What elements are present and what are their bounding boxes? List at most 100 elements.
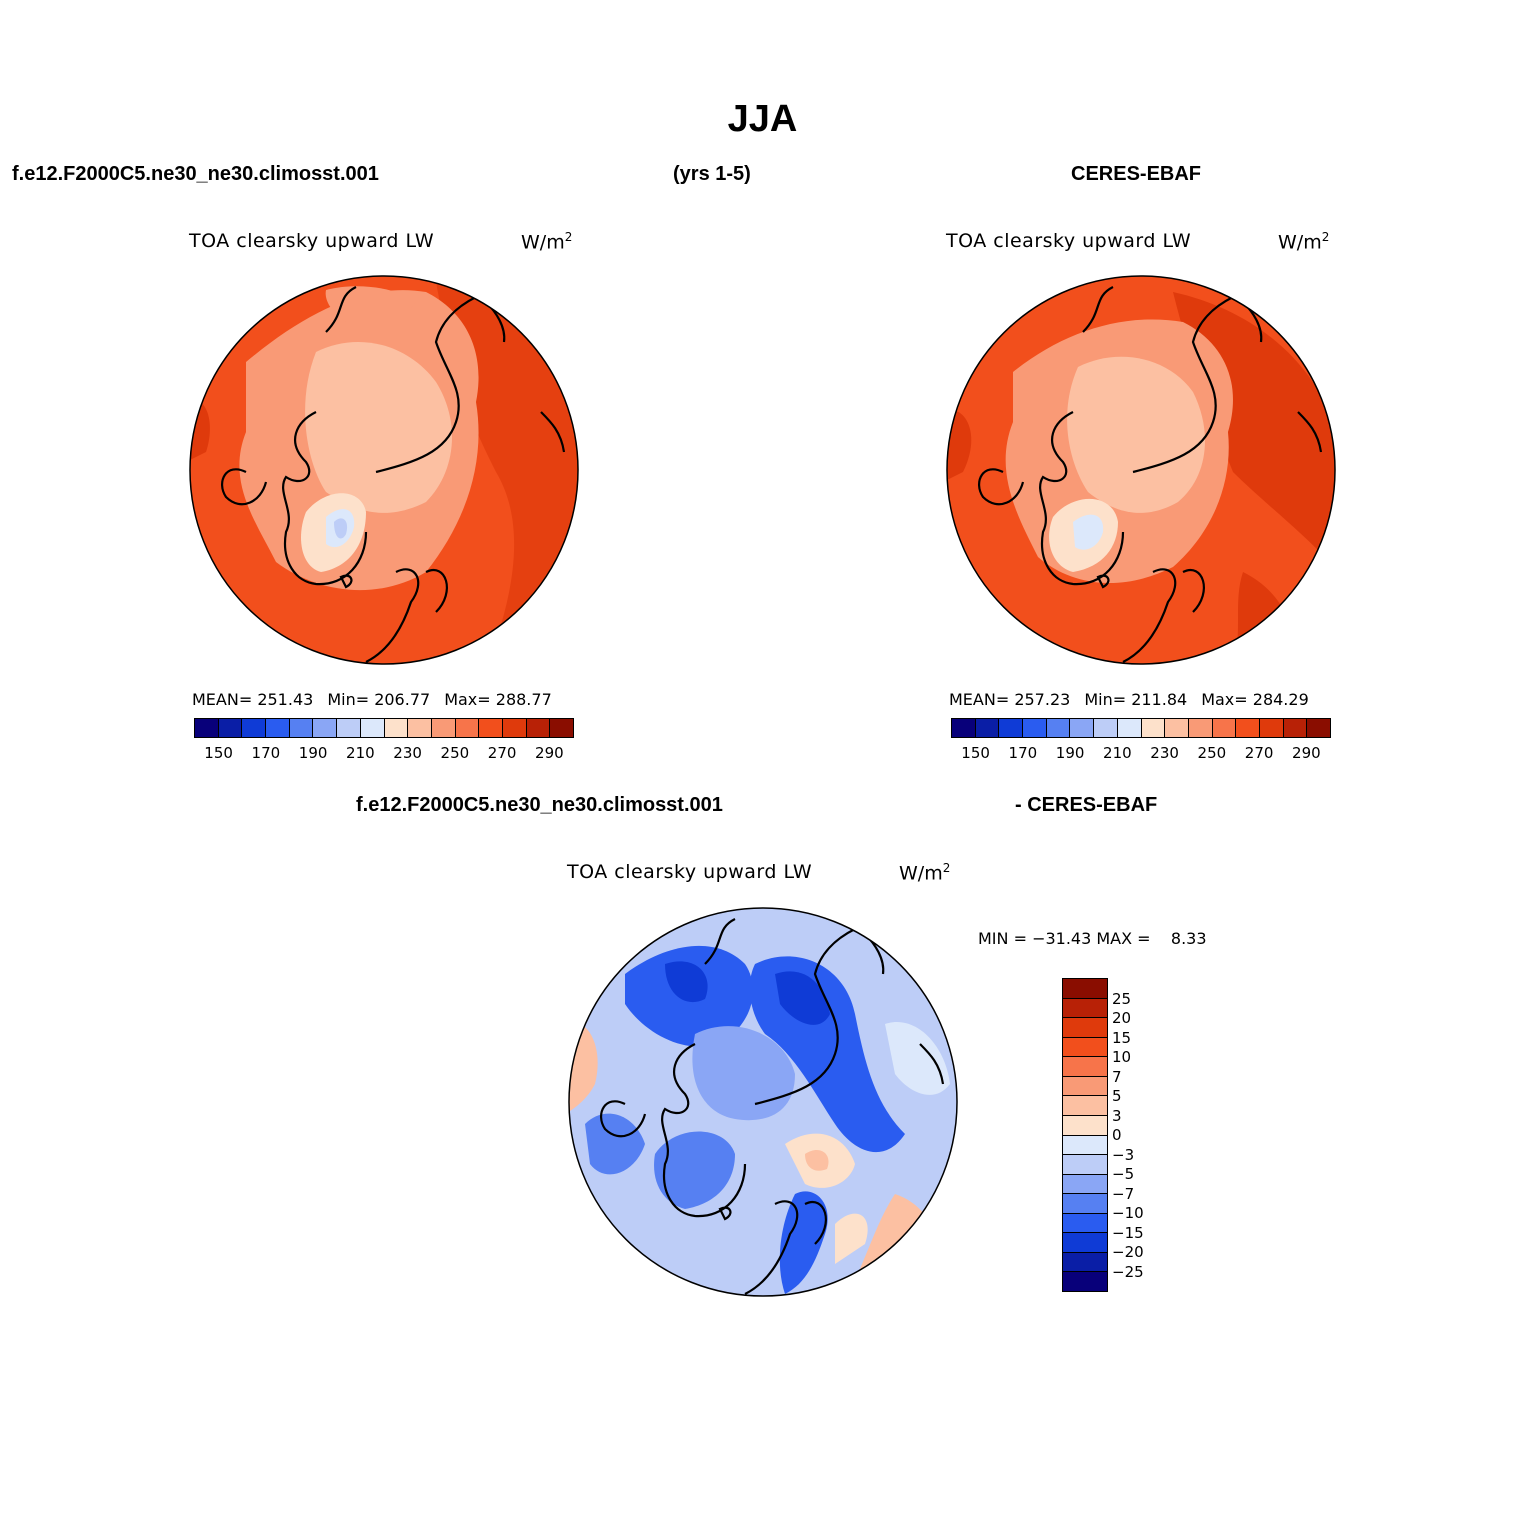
diff-colorbar-box bbox=[1063, 1037, 1107, 1058]
diff-colorbar-box bbox=[1063, 979, 1107, 999]
diff-colorbar-tick-label: 15 bbox=[1112, 1028, 1132, 1047]
diff-colorbar-box bbox=[1063, 1135, 1107, 1156]
diff-colorbar-box bbox=[1063, 1213, 1107, 1234]
model-colorbar-box bbox=[337, 719, 361, 737]
diff-colorbar-box bbox=[1063, 1233, 1107, 1253]
obs-min: Min= 211.84 bbox=[1084, 690, 1188, 709]
obs-colorbar-box bbox=[1259, 719, 1284, 737]
obs-colorbar-box bbox=[1094, 719, 1118, 737]
model-colorbar-box bbox=[218, 719, 243, 737]
diff-colorbar-box bbox=[1063, 1057, 1107, 1077]
diff-colorbar-box bbox=[1063, 998, 1107, 1019]
diff-polar-map bbox=[568, 907, 958, 1297]
diff-minmax: MIN = −31.43 MAX = 8.33 bbox=[978, 929, 1207, 948]
obs-colorbar-tick-label: 270 bbox=[1244, 744, 1274, 762]
model-colorbar-box bbox=[502, 719, 527, 737]
model-colorbar-tick-label: 210 bbox=[346, 744, 375, 762]
obs-colorbar-tick-label: 150 bbox=[961, 744, 990, 762]
diff-colorbar-box bbox=[1063, 1115, 1107, 1136]
diff-colorbar-box bbox=[1063, 1155, 1107, 1175]
model-colorbar-box bbox=[313, 719, 338, 737]
model-panel-unit: W/m2 bbox=[521, 230, 573, 254]
obs-colorbar-box bbox=[1188, 719, 1213, 737]
diff-colorbar-tick-label: 7 bbox=[1112, 1067, 1122, 1086]
model-colorbar-tick-label: 250 bbox=[440, 744, 470, 762]
obs-colorbar-box bbox=[1307, 719, 1330, 737]
diff-colorbar-tick-label: −10 bbox=[1112, 1204, 1144, 1222]
obs-colorbar-box bbox=[975, 719, 1000, 737]
diff-colorbar-tick-label: 3 bbox=[1112, 1106, 1122, 1125]
obs-colorbar-box bbox=[952, 719, 976, 737]
obs-colorbar bbox=[951, 718, 1331, 738]
diff-colorbar-box bbox=[1063, 1076, 1107, 1097]
obs-colorbar-box bbox=[999, 719, 1024, 737]
obs-name-label: CERES-EBAF bbox=[1071, 163, 1202, 185]
obs-panel-variable: TOA clearsky upward LW bbox=[946, 230, 1192, 252]
model-min: Min= 206.77 bbox=[327, 690, 431, 709]
obs-max: Max= 284.29 bbox=[1201, 690, 1309, 709]
obs-mean: MEAN= 257.23 bbox=[949, 690, 1071, 709]
diff-colorbar-tick-label: −5 bbox=[1112, 1165, 1135, 1183]
obs-colorbar-box bbox=[1141, 719, 1166, 737]
obs-colorbar-tick-label: 170 bbox=[1008, 744, 1038, 762]
model-colorbar-tick-label: 150 bbox=[204, 744, 233, 762]
years-label: (yrs 1-5) bbox=[673, 163, 751, 185]
model-colorbar-box bbox=[384, 719, 409, 737]
model-colorbar-box bbox=[195, 719, 219, 737]
diff-colorbar-tick-label: −20 bbox=[1112, 1243, 1144, 1261]
obs-colorbar-box bbox=[1117, 719, 1142, 737]
diff-colorbar-tick-label: −3 bbox=[1112, 1145, 1135, 1164]
obs-colorbar-tick-label: 250 bbox=[1197, 744, 1227, 762]
model-max: Max= 288.77 bbox=[444, 690, 552, 709]
obs-polar-map bbox=[946, 275, 1336, 665]
obs-colorbar-tick-label: 210 bbox=[1103, 744, 1132, 762]
model-mean: MEAN= 251.43 bbox=[192, 690, 314, 709]
diff-colorbar-tick-label: −25 bbox=[1112, 1262, 1144, 1281]
diff-colorbar-tick-label: 10 bbox=[1112, 1048, 1132, 1066]
model-colorbar-box bbox=[431, 719, 456, 737]
obs-colorbar-box bbox=[1046, 719, 1071, 737]
figure-title: JJA bbox=[727, 98, 798, 140]
model-colorbar-tick-label: 190 bbox=[298, 744, 328, 762]
diff-colorbar-box bbox=[1063, 1272, 1107, 1291]
model-colorbar-box bbox=[266, 719, 290, 737]
model-colorbar-tick-label: 270 bbox=[487, 744, 517, 762]
diff-colorbar-box bbox=[1063, 1018, 1107, 1038]
diff-colorbar-box bbox=[1063, 1252, 1107, 1273]
diff-colorbar-tick-label: 25 bbox=[1112, 989, 1132, 1008]
diff-panel-variable: TOA clearsky upward LW bbox=[567, 861, 813, 883]
obs-colorbar-tick-label: 290 bbox=[1292, 744, 1321, 762]
diff-colorbar-tick-label: 0 bbox=[1112, 1126, 1122, 1144]
model-colorbar-box bbox=[242, 719, 267, 737]
obs-colorbar-box bbox=[1283, 719, 1308, 737]
obs-panel-unit: W/m2 bbox=[1278, 230, 1330, 254]
diff-colorbar-box bbox=[1063, 1194, 1107, 1214]
model-stats: MEAN= 251.43 Min= 206.77 Max= 288.77 bbox=[192, 690, 566, 709]
model-panel-variable: TOA clearsky upward LW bbox=[189, 230, 435, 252]
model-colorbar-box bbox=[479, 719, 503, 737]
diff-colorbar-tick-label: 5 bbox=[1112, 1087, 1122, 1105]
diff-colorbar-tick-label: −15 bbox=[1112, 1223, 1144, 1242]
obs-colorbar-box bbox=[1212, 719, 1237, 737]
model-colorbar-box bbox=[526, 719, 551, 737]
model-colorbar-tick-label: 170 bbox=[251, 744, 281, 762]
obs-colorbar-box bbox=[1236, 719, 1260, 737]
diff-panel-unit: W/m2 bbox=[899, 861, 951, 885]
model-polar-map bbox=[189, 275, 579, 665]
obs-colorbar-tick-label: 230 bbox=[1150, 744, 1179, 762]
model-colorbar-box bbox=[408, 719, 432, 737]
diff-colorbar-box bbox=[1063, 1174, 1107, 1195]
obs-colorbar-box bbox=[1070, 719, 1095, 737]
model-colorbar bbox=[194, 718, 574, 738]
model-colorbar-box bbox=[550, 719, 573, 737]
obs-colorbar-box bbox=[1165, 719, 1189, 737]
obs-colorbar-box bbox=[1023, 719, 1047, 737]
diff-obs-label: - CERES-EBAF bbox=[1015, 794, 1158, 816]
diff-colorbar-tick-label: 20 bbox=[1112, 1009, 1132, 1027]
diff-colorbar-box bbox=[1063, 1096, 1107, 1116]
obs-colorbar-tick-label: 190 bbox=[1055, 744, 1085, 762]
model-colorbar-box bbox=[360, 719, 385, 737]
model-colorbar-box bbox=[455, 719, 480, 737]
model-colorbar-box bbox=[289, 719, 314, 737]
obs-stats: MEAN= 257.23 Min= 211.84 Max= 284.29 bbox=[949, 690, 1323, 709]
